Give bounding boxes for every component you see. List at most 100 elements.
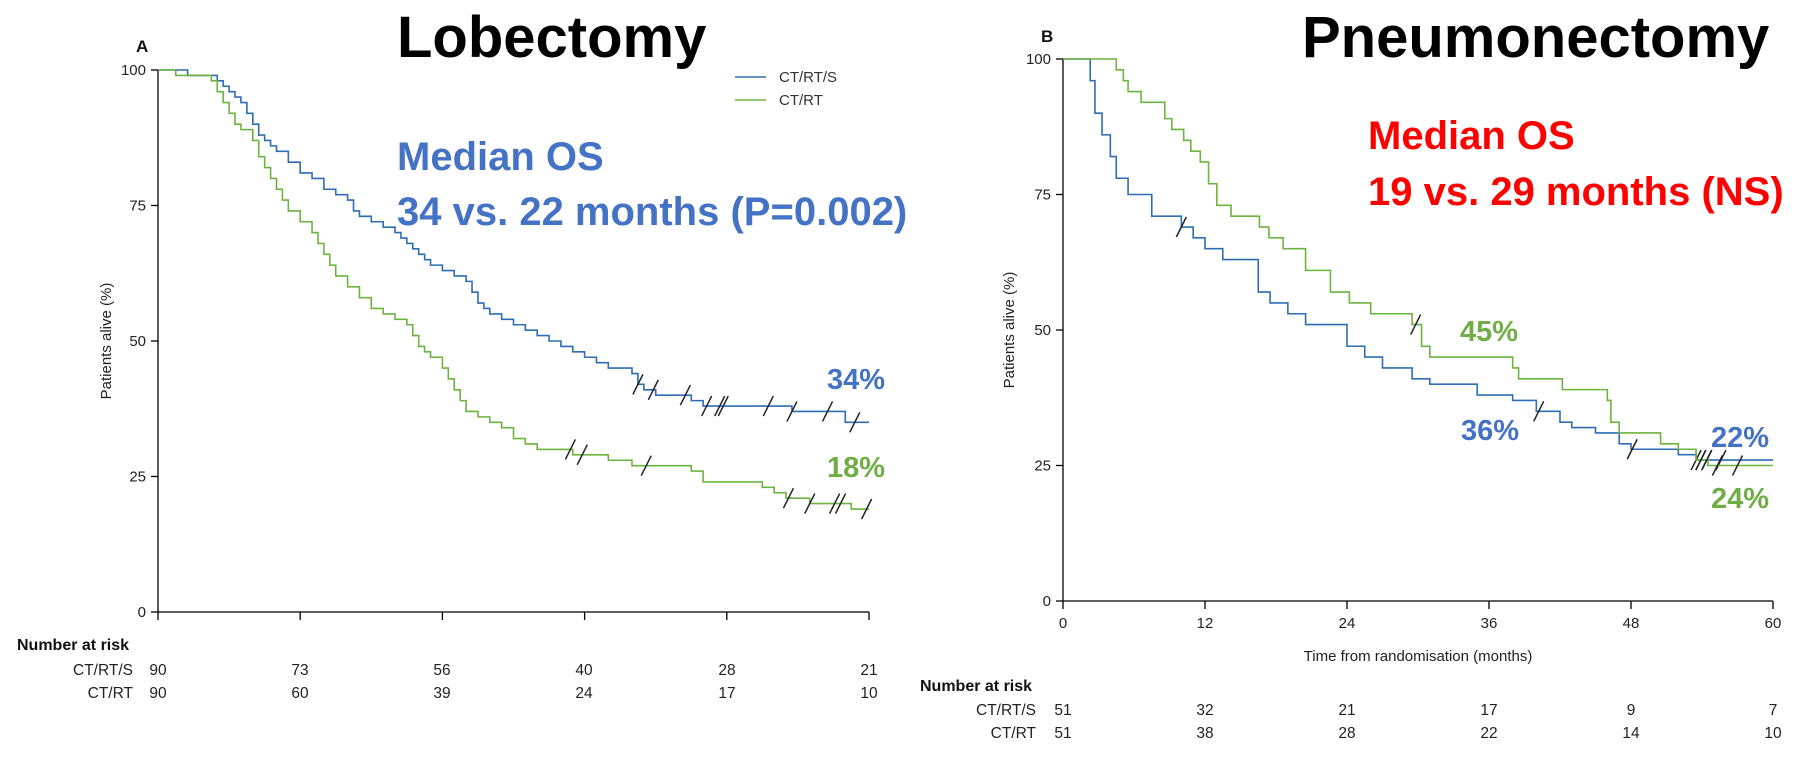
censor-mark	[640, 455, 652, 476]
panel-b-risk-heading: Number at risk	[920, 678, 1032, 695]
censor-mark	[786, 401, 798, 422]
risk-cell: 56	[433, 662, 450, 679]
x-tick-label: 48	[1623, 615, 1640, 632]
risk-cell: 22	[1480, 725, 1497, 742]
censor-mark	[782, 487, 795, 509]
risk-cell: 51	[1054, 725, 1071, 742]
km-curve-ct-rt	[1063, 58, 1773, 467]
panel-b-letter: B	[1041, 27, 1053, 46]
x-tick-label: 12	[1197, 615, 1214, 632]
y-tick-label: 25	[129, 469, 146, 486]
km-curve-ct-rt-s	[158, 69, 869, 424]
y-tick-label: 25	[1034, 458, 1051, 475]
panel-a-risk-heading: Number at risk	[17, 637, 129, 654]
y-tick-label: 75	[129, 198, 146, 215]
panel-b-x-axis-title: Time from randomisation (months)	[1304, 648, 1533, 665]
censor-mark	[1533, 400, 1545, 422]
panel-a-lobectomy: A Lobectomy CT/RT/S CT/RT 0 25 50 75 100 Pat…	[17, 5, 907, 702]
censor-mark	[821, 401, 834, 422]
y-tick-label: 0	[138, 604, 146, 621]
x-tick-label: 0	[1059, 615, 1067, 632]
panel-a-curves	[158, 69, 873, 520]
censor-mark	[647, 379, 660, 401]
panel-b-end-label-ct-rt-s: 22%	[1711, 422, 1769, 454]
risk-cell: 90	[149, 685, 167, 702]
panel-b-risk-table: Number at risk CT/RT/S CT/RT 51 32 21 17 9 7 5…	[920, 678, 1782, 742]
panel-a-end-label-ct-rt-s: 34%	[827, 364, 885, 396]
y-tick-label: 50	[1034, 322, 1051, 339]
y-tick-label: 100	[121, 62, 146, 79]
censor-mark	[1711, 455, 1724, 476]
risk-cell: 28	[1338, 725, 1355, 742]
censor-mark	[717, 395, 729, 417]
panel-b-pneumonectomy: B Pneumonectomy 0 25 50 75 100 0 12 24 36 48 60 P…	[920, 5, 1784, 742]
censor-mark	[714, 395, 726, 417]
km-curve-ct-rt	[158, 69, 869, 510]
panel-a-y-axis-title: Patients alive (%)	[98, 283, 115, 400]
censor-mark	[1731, 455, 1744, 476]
panel-a-end-label-ct-rt: 18%	[827, 452, 885, 484]
legend: CT/RT/S CT/RT	[735, 69, 837, 109]
censor-mark	[834, 493, 847, 514]
panel-b-risk-row-label: CT/RT	[991, 725, 1037, 742]
panel-a-x-ticks	[157, 612, 870, 620]
censor-mark	[576, 444, 588, 466]
y-tick-label: 100	[1026, 51, 1051, 68]
panel-b-median-os-heading: Median OS	[1368, 114, 1575, 158]
censor-mark	[679, 384, 691, 406]
censor-mark	[804, 493, 816, 514]
censor-mark	[860, 498, 873, 520]
risk-cell: 39	[433, 685, 450, 702]
panel-b-y-axis-title: Patients alive (%)	[1001, 272, 1018, 389]
risk-cell: 14	[1622, 725, 1640, 742]
censor-mark	[1626, 438, 1638, 460]
panel-b-curves	[1063, 58, 1773, 476]
censor-mark	[828, 493, 841, 514]
panel-a-median-os-heading: Median OS	[397, 135, 604, 179]
censor-mark	[1409, 314, 1422, 335]
risk-cell: 73	[291, 662, 308, 679]
risk-cell: 7	[1769, 702, 1778, 719]
x-tick-label: 24	[1339, 615, 1356, 632]
panel-b-median-os-values: 19 vs. 29 months (NS)	[1368, 170, 1784, 214]
risk-cell: 9	[1627, 702, 1636, 719]
risk-cell: 24	[575, 685, 593, 702]
censor-mark	[1715, 449, 1727, 471]
risk-cell: 32	[1196, 702, 1213, 719]
risk-cell: 21	[860, 662, 877, 679]
y-tick-label: 75	[1034, 187, 1051, 204]
panel-a-title: Lobectomy	[397, 5, 706, 70]
risk-cell: 21	[1338, 702, 1355, 719]
panel-a-y-ticks: 0 25 50 75 100	[121, 62, 158, 621]
panel-a-letter: A	[136, 37, 148, 56]
censor-mark	[849, 411, 861, 433]
legend-label-ct-rt: CT/RT	[779, 92, 823, 109]
censor-mark	[762, 395, 774, 417]
x-tick-label: 60	[1765, 615, 1782, 632]
risk-cell: 60	[291, 685, 309, 702]
panel-b-label-36: 36%	[1461, 415, 1519, 447]
censor-mark	[564, 439, 577, 460]
panel-a-median-os-values: 34 vs. 22 months (P=0.002)	[397, 190, 907, 234]
risk-cell: 38	[1196, 725, 1213, 742]
panel-a-risk-table: Number at risk CT/RT/S CT/RT 90 73 56 40 28 2…	[17, 637, 878, 702]
risk-cell: 90	[149, 662, 167, 679]
km-curve-ct-rt-s	[1063, 58, 1773, 461]
risk-cell: 40	[575, 662, 593, 679]
y-tick-label: 50	[129, 333, 146, 350]
x-tick-label: 36	[1481, 615, 1498, 632]
censor-mark	[1175, 216, 1188, 238]
censor-mark	[700, 395, 713, 417]
censor-mark	[632, 374, 644, 395]
panel-b-risk-row-label: CT/RT/S	[976, 702, 1036, 719]
panel-b-end-label-ct-rt: 24%	[1711, 483, 1769, 515]
censor-mark	[1695, 449, 1707, 471]
risk-cell: 17	[1480, 702, 1497, 719]
panel-b-x-ticks: 0 12 24 36 48 60	[1059, 601, 1782, 632]
risk-cell: 10	[860, 685, 878, 702]
y-tick-label: 0	[1043, 593, 1051, 610]
risk-cell: 51	[1054, 702, 1071, 719]
risk-cell: 28	[718, 662, 735, 679]
censor-mark	[1701, 449, 1713, 471]
